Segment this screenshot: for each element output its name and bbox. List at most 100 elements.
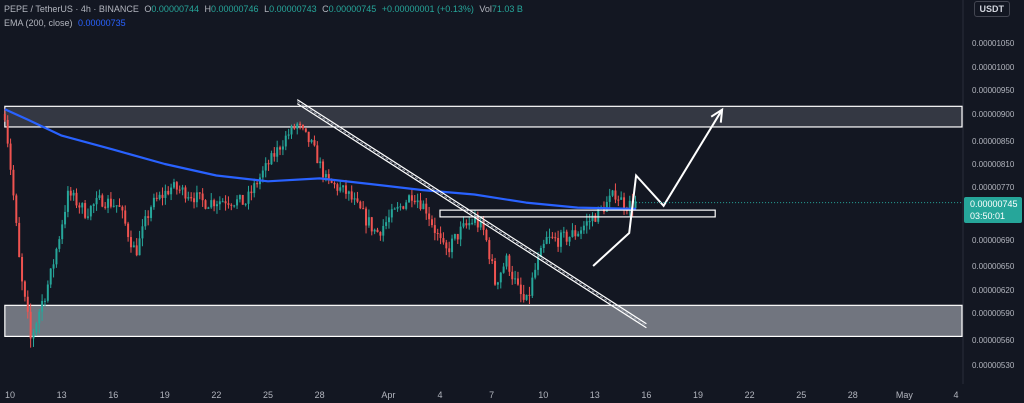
candle-body	[310, 140, 313, 143]
candle-body	[582, 225, 585, 231]
candle-body	[181, 187, 184, 190]
candle-body	[322, 161, 325, 178]
candle-body	[548, 236, 551, 238]
candle-body	[109, 198, 112, 207]
candle-body	[617, 199, 620, 201]
candle-body	[365, 208, 368, 226]
candle-body	[69, 190, 72, 196]
legend: PEPE / TetherUS · 4h · BINANCE O0.000007…	[4, 2, 523, 30]
close-label: C	[322, 4, 329, 14]
y-tick-label: 0.00000590	[972, 309, 1015, 318]
candle-body	[190, 197, 193, 199]
candle-body	[296, 123, 299, 129]
candle-body	[207, 207, 210, 209]
candle-body	[410, 195, 413, 201]
candle-body	[9, 143, 12, 170]
x-tick-label: 22	[745, 390, 755, 400]
candle-body	[210, 200, 213, 208]
candle-body	[261, 170, 264, 178]
candle-body	[356, 198, 359, 202]
high-value: 0.00000746	[211, 4, 259, 14]
candle-body	[605, 201, 608, 212]
descending-trendline-fill	[296, 101, 647, 327]
candle-body	[430, 219, 433, 226]
candle-body	[393, 208, 396, 210]
ohlc-row: PEPE / TetherUS · 4h · BINANCE O0.000007…	[4, 2, 523, 16]
y-tick-label: 0.00000530	[972, 361, 1015, 370]
candle-body	[402, 206, 405, 209]
x-tick-label: 13	[57, 390, 67, 400]
candle-body	[195, 192, 198, 203]
candle-body	[327, 174, 330, 180]
candle-body	[267, 163, 270, 165]
open-value: 0.00000744	[151, 4, 199, 14]
candle-body	[602, 207, 605, 212]
candle-body	[307, 131, 310, 143]
candle-body	[227, 203, 230, 205]
x-tick-label: 4	[437, 390, 442, 400]
last-price-value: 0.00000745	[970, 199, 1018, 209]
candle-body	[52, 264, 55, 269]
candle-body	[324, 174, 327, 178]
candle-body	[422, 203, 425, 210]
y-tick-label: 0.00000620	[972, 286, 1015, 295]
candle-body	[608, 195, 611, 202]
candle-body	[623, 197, 626, 209]
x-tick-label: 19	[160, 390, 170, 400]
candle-body	[15, 195, 18, 223]
candle-body	[92, 204, 95, 207]
y-tick-label: 0.00001050	[972, 39, 1015, 48]
candle-body	[43, 300, 46, 302]
candle-body	[135, 245, 138, 256]
candle-body	[170, 187, 173, 195]
candle-body	[519, 284, 522, 295]
x-tick-label: 25	[263, 390, 273, 400]
candle-body	[562, 231, 565, 233]
candle-body	[565, 231, 568, 242]
candle-body	[250, 191, 253, 194]
candle-body	[107, 198, 110, 208]
candle-body	[72, 192, 75, 196]
symbol-label[interactable]: PEPE / TetherUS · 4h · BINANCE	[4, 4, 139, 14]
candle-body	[230, 204, 233, 206]
candle-body	[49, 268, 52, 285]
candle-body	[279, 147, 282, 150]
candle-body	[58, 239, 61, 249]
candle-body	[385, 222, 388, 226]
candle-body	[238, 194, 241, 200]
ema-row[interactable]: EMA (200, close) 0.00000735	[4, 16, 523, 30]
ema-label: EMA (200, close)	[4, 18, 73, 28]
candle-body	[287, 134, 290, 136]
ema-value: 0.00000735	[78, 18, 126, 28]
high-label: H	[204, 4, 212, 14]
candle-body	[479, 220, 482, 228]
currency-badge[interactable]: USDT	[973, 1, 1010, 17]
candle-body	[84, 203, 87, 218]
candle-body	[23, 281, 26, 297]
candle-body	[350, 191, 353, 200]
candle-body	[319, 161, 322, 164]
candle-body	[568, 236, 571, 242]
candle-body	[614, 190, 617, 200]
candle-body	[456, 234, 459, 240]
candle-body	[439, 233, 442, 239]
candle-body	[413, 200, 416, 203]
candle-body	[95, 197, 98, 205]
candle-body	[462, 223, 465, 227]
candle-body	[494, 261, 497, 285]
candle-body	[118, 205, 121, 207]
candle-body	[585, 221, 588, 226]
candle-body	[81, 203, 84, 208]
candle-body	[155, 197, 158, 199]
candle-body	[256, 183, 259, 185]
candle-body	[129, 237, 132, 248]
candle-body	[38, 311, 41, 324]
candle-body	[29, 311, 32, 339]
candle-body	[379, 232, 382, 236]
candle-body	[218, 201, 221, 205]
candle-body	[224, 201, 227, 204]
candle-body	[459, 226, 462, 240]
candle-body	[204, 200, 207, 209]
